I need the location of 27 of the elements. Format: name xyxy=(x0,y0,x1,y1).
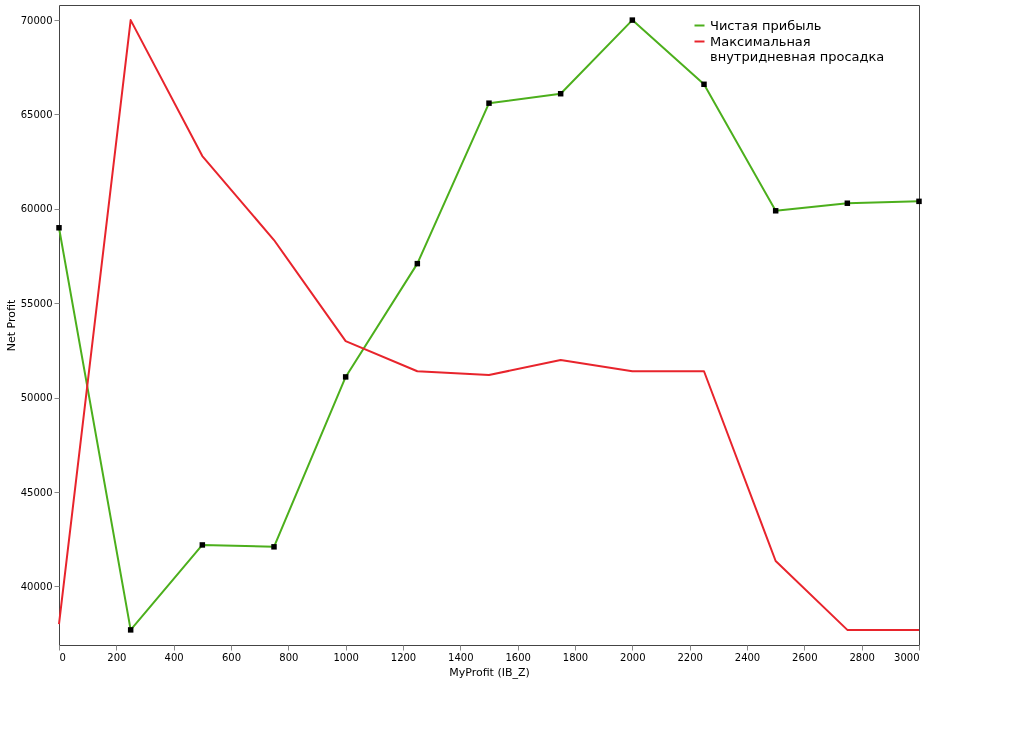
x-axis-title: MyProfit (IB_Z) xyxy=(449,665,530,679)
legend-label: Максимальная внутридневная просадка xyxy=(710,33,885,64)
y-tick-label: 65000 xyxy=(20,109,53,120)
y-tick-label: 70000 xyxy=(20,14,53,26)
x-tick-label: 1800 xyxy=(562,651,589,663)
y-tick-label: 45000 xyxy=(20,486,53,498)
y-axis-title: Net Profit xyxy=(4,299,18,352)
x-tick-label: 2800 xyxy=(849,651,875,663)
y-tick-label: 50000 xyxy=(20,392,53,404)
x-tick-label: 200 xyxy=(107,651,127,663)
x-tick-label: 400 xyxy=(164,651,184,663)
x-tick-label: 3000 xyxy=(894,651,920,663)
x-tick-label: 1400 xyxy=(448,651,474,663)
x-tick-label: 1000 xyxy=(333,651,359,663)
y-tick-label: 40000 xyxy=(20,580,53,592)
x-tick-label: 2600 xyxy=(792,651,818,663)
x-tick-label: 800 xyxy=(279,651,299,663)
y-tick-label: 55000 xyxy=(20,297,53,309)
y-tick-label: 60000 xyxy=(20,203,53,215)
x-tick-label: 2200 xyxy=(677,651,703,663)
x-tick-label: 600 xyxy=(221,651,242,663)
x-tick-label: 2400 xyxy=(734,651,761,663)
x-tick-label: 2000 xyxy=(620,651,646,663)
x-tick-label: 1600 xyxy=(505,651,531,663)
x-tick-label: 0 xyxy=(59,651,66,663)
x-tick-label: 1200 xyxy=(390,651,417,663)
legend-label: Чистая прибыль xyxy=(710,17,822,33)
